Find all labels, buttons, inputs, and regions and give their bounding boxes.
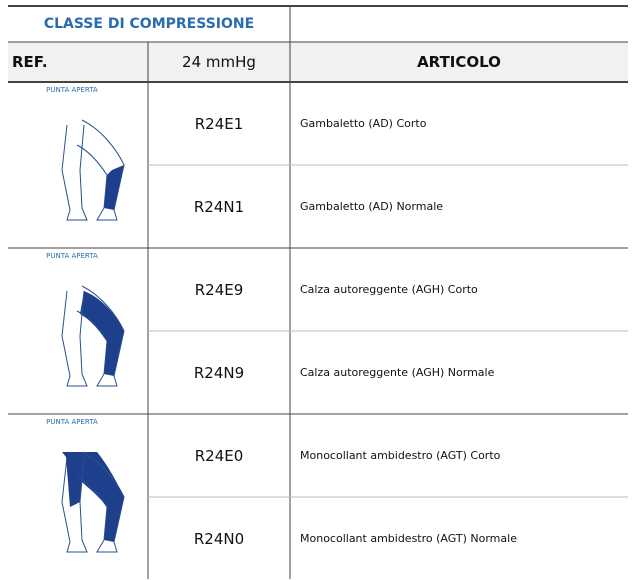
ref-code: R24N1 [193, 197, 245, 216]
header-cell [148, 42, 628, 82]
column-header: 24 mmHg [182, 53, 256, 71]
leg-icon [61, 451, 125, 553]
leg-icon [61, 119, 125, 221]
group-label: PUNTA APERTA [46, 418, 98, 426]
article: Gambaletto (AD) Normale [300, 200, 444, 213]
leg-icon [61, 285, 125, 387]
group-label: PUNTA APERTA [46, 86, 98, 94]
group-label: PUNTA APERTA [46, 252, 98, 260]
ref-code: R24E9 [194, 280, 244, 299]
header-cell [8, 42, 148, 82]
article: Monocollant ambidestro (AGT) Corto [300, 449, 501, 462]
column-header: REF. [12, 53, 48, 71]
article: Calza autoreggente (AGH) Corto [300, 283, 478, 296]
article: Calza autoreggente (AGH) Normale [300, 366, 495, 379]
ref-code: R24E0 [194, 446, 244, 465]
column-header: ARTICOLO [417, 53, 501, 71]
ref-code: R24N0 [193, 529, 245, 548]
ref-code: R24E1 [194, 114, 244, 133]
ref-code: R24N9 [193, 363, 245, 382]
article: Monocollant ambidestro (AGT) Normale [300, 532, 517, 545]
article: Gambaletto (AD) Corto [300, 117, 427, 130]
table-title: CLASSE DI COMPRESSIONE [43, 16, 255, 32]
